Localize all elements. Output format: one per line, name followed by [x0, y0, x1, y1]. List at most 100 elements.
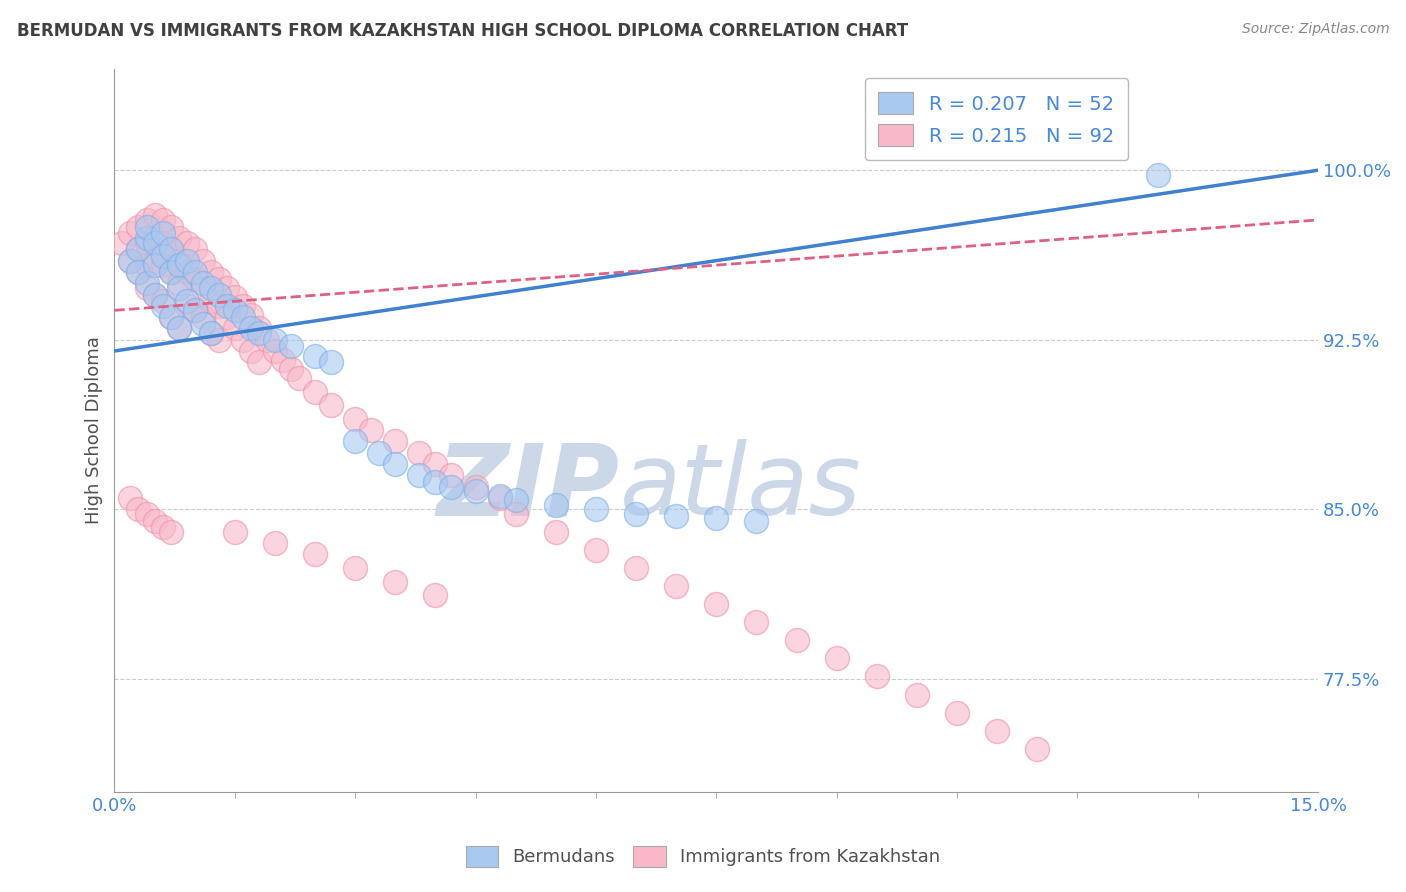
Point: [304, 384, 326, 399]
Point: [200, 281, 222, 295]
Point: [360, 423, 382, 437]
Point: [239, 321, 262, 335]
Point: [425, 475, 447, 489]
Point: [152, 227, 174, 241]
Point: [247, 326, 270, 340]
Point: [159, 265, 181, 279]
Point: [191, 281, 214, 295]
Point: [152, 235, 174, 250]
Point: [127, 219, 149, 234]
Point: [152, 213, 174, 227]
Point: [135, 231, 157, 245]
Point: [905, 688, 928, 702]
Point: [208, 299, 231, 313]
Point: [440, 480, 463, 494]
Point: [280, 339, 302, 353]
Point: [344, 561, 367, 575]
Point: [127, 243, 149, 257]
Point: [319, 398, 342, 412]
Point: [143, 514, 166, 528]
Point: [585, 502, 607, 516]
Point: [159, 524, 181, 539]
Point: [152, 520, 174, 534]
Point: [167, 258, 190, 272]
Point: [183, 243, 205, 257]
Point: [215, 299, 238, 313]
Point: [152, 258, 174, 272]
Point: [135, 213, 157, 227]
Point: [624, 507, 647, 521]
Point: [167, 253, 190, 268]
Point: [247, 321, 270, 335]
Point: [488, 491, 510, 505]
Point: [368, 446, 391, 460]
Point: [191, 253, 214, 268]
Point: [505, 493, 527, 508]
Point: [304, 548, 326, 562]
Point: [239, 308, 262, 322]
Point: [215, 281, 238, 295]
Point: [585, 542, 607, 557]
Point: [232, 333, 254, 347]
Point: [215, 310, 238, 325]
Text: BERMUDAN VS IMMIGRANTS FROM KAZAKHSTAN HIGH SCHOOL DIPLOMA CORRELATION CHART: BERMUDAN VS IMMIGRANTS FROM KAZAKHSTAN H…: [17, 22, 908, 40]
Point: [159, 310, 181, 325]
Y-axis label: High School Diploma: High School Diploma: [86, 336, 103, 524]
Point: [256, 333, 278, 347]
Point: [1026, 741, 1049, 756]
Point: [544, 524, 567, 539]
Point: [159, 243, 181, 257]
Point: [167, 321, 190, 335]
Point: [143, 253, 166, 268]
Point: [120, 253, 142, 268]
Point: [264, 536, 287, 550]
Point: [135, 507, 157, 521]
Point: [135, 235, 157, 250]
Point: [167, 281, 190, 295]
Point: [288, 371, 311, 385]
Point: [425, 457, 447, 471]
Point: [425, 588, 447, 602]
Point: [200, 265, 222, 279]
Point: [544, 498, 567, 512]
Point: [135, 219, 157, 234]
Point: [183, 303, 205, 318]
Legend: R = 0.207   N = 52, R = 0.215   N = 92: R = 0.207 N = 52, R = 0.215 N = 92: [865, 78, 1128, 160]
Point: [247, 355, 270, 369]
Point: [167, 277, 190, 291]
Point: [183, 271, 205, 285]
Point: [176, 294, 198, 309]
Point: [344, 412, 367, 426]
Point: [665, 508, 688, 523]
Point: [239, 344, 262, 359]
Text: Source: ZipAtlas.com: Source: ZipAtlas.com: [1241, 22, 1389, 37]
Point: [176, 265, 198, 279]
Point: [191, 277, 214, 291]
Point: [1146, 168, 1168, 182]
Point: [135, 277, 157, 291]
Point: [786, 633, 808, 648]
Point: [208, 271, 231, 285]
Point: [143, 235, 166, 250]
Point: [208, 287, 231, 301]
Point: [384, 457, 406, 471]
Point: [264, 344, 287, 359]
Point: [111, 235, 134, 250]
Point: [143, 287, 166, 301]
Point: [745, 514, 768, 528]
Point: [319, 355, 342, 369]
Point: [304, 349, 326, 363]
Point: [191, 310, 214, 325]
Point: [208, 333, 231, 347]
Point: [152, 249, 174, 263]
Point: [176, 299, 198, 313]
Point: [505, 507, 527, 521]
Point: [183, 265, 205, 279]
Point: [159, 265, 181, 279]
Point: [232, 299, 254, 313]
Point: [200, 294, 222, 309]
Point: [200, 326, 222, 340]
Point: [176, 253, 198, 268]
Point: [159, 219, 181, 234]
Point: [408, 468, 430, 483]
